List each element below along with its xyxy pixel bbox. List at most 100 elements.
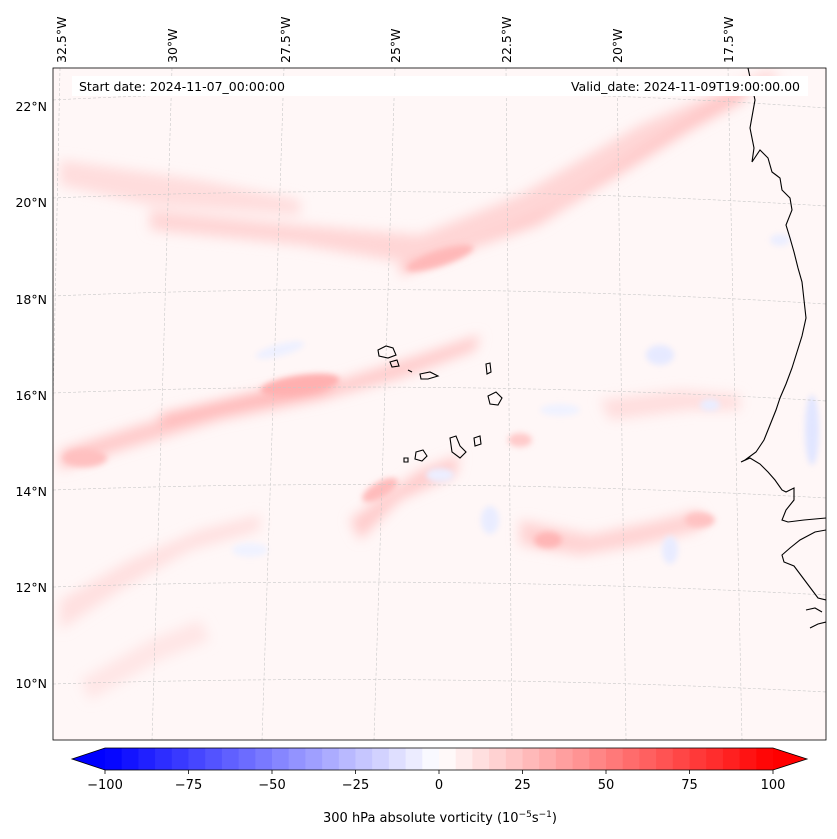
island-maio: [473, 435, 482, 447]
vorticity-negative-min-1: [646, 345, 674, 365]
colorbar-segment: [272, 748, 290, 770]
colorbar-segment: [572, 748, 590, 770]
vorticity-negative-min-7: [700, 399, 720, 411]
colorbar-segment: [105, 748, 123, 770]
vorticity-positive-max-3: [534, 532, 562, 548]
colorbar-segment: [188, 748, 206, 770]
colorbar-ticks: −100 −75 −50 −25 0 25 50 75 100: [87, 770, 785, 793]
colorbar-extend-max-arrow: [773, 748, 807, 770]
colorbar-segment: [322, 748, 340, 770]
vorticity-positive-max-2: [406, 244, 474, 272]
colorbar-segment: [505, 748, 524, 770]
vorticity-band-jet-north: [150, 70, 780, 265]
meridian-32.5W: [53, 68, 61, 419]
colorbar-segment: [722, 748, 741, 770]
colorbar-segment: [656, 748, 674, 770]
lat-label: 18°N: [15, 292, 47, 307]
island-brava: [403, 457, 409, 463]
colorbar-segment: [555, 748, 574, 770]
west-africa-coast: [740, 68, 826, 629]
longitude-labels: 32.5°W 30°W 27.5°W 25°W 22.5°W 20°W 17.5…: [54, 17, 736, 63]
vorticity-negative-min-8: [540, 404, 580, 416]
colorbar-tick-label: 75: [681, 778, 698, 793]
colorbar-title-end: ): [552, 811, 557, 826]
lat-label: 12°N: [15, 580, 47, 595]
vorticity-band-central: [60, 335, 480, 470]
island-sao-vicente: [389, 359, 400, 368]
meridian-27.5W: [261, 68, 285, 740]
island-santiago: [449, 435, 467, 459]
island-sao-nicolau: [419, 371, 440, 380]
island-boa-vista: [487, 391, 503, 406]
colorbar-segment: [472, 748, 490, 770]
colorbar-segment: [221, 748, 240, 770]
vorticity-band-east: [600, 390, 740, 420]
parallel-16N: [53, 386, 826, 402]
vorticity-negative-min-6: [255, 341, 305, 359]
colorbar-title-exp2: −1: [539, 810, 552, 820]
colorbar-segment: [639, 748, 657, 770]
parallel-20N: [53, 191, 826, 207]
info-header-box: [72, 76, 808, 96]
vorticity-band-northwest: [60, 160, 300, 215]
parallel-12N: [53, 581, 826, 596]
colorbar-title-exp1: −5: [519, 810, 532, 820]
vorticity-positive-max-1: [260, 373, 340, 397]
colorbar-tick-label: −50: [258, 778, 285, 793]
graticule: [53, 68, 826, 740]
colorbar-tick-label: −75: [175, 778, 202, 793]
vorticity-positive-max-6: [685, 512, 715, 528]
lon-label: 30°W: [165, 28, 180, 63]
island-santa-luzia: [407, 369, 413, 373]
colorbar: −100 −75 −50 −25 0 25 50 75 100 300 hPa absolute…: [70, 747, 809, 826]
colorbar-segment: [288, 748, 306, 770]
colorbar-extend-min-arrow: [72, 748, 105, 770]
lat-label: 14°N: [15, 484, 47, 499]
colorbar-tick-label: 50: [598, 778, 615, 793]
colorbar-title: 300 hPa absolute vorticity (10−5s−1): [323, 810, 557, 826]
vorticity-negative-min-10: [232, 543, 268, 557]
lon-label: 32.5°W: [54, 17, 69, 63]
lat-label: 20°N: [15, 195, 47, 210]
colorbar-segments: [105, 748, 774, 770]
coastlines: [377, 68, 826, 629]
colorbar-segment: [439, 748, 457, 770]
colorbar-segment: [689, 748, 707, 770]
colorbar-tick-label: −100: [87, 778, 123, 793]
valid-date-label: Valid_date: 2024-11-09T19:00:00.00: [571, 79, 800, 94]
vorticity-negative-min-9: [770, 234, 790, 246]
parallel-14N: [53, 484, 826, 499]
island-santo-antao: [377, 345, 397, 359]
lon-label: 17.5°W: [721, 17, 736, 63]
colorbar-segment: [388, 748, 407, 770]
vorticity-band-southwest: [60, 515, 260, 630]
lat-label: 10°N: [15, 676, 47, 691]
meridian-17.5W: [727, 68, 743, 740]
colorbar-segment: [606, 748, 624, 770]
lat-label: 22°N: [15, 99, 47, 114]
map-frame: [52, 67, 827, 741]
meridian-30W: [151, 68, 173, 740]
colorbar-segment: [138, 748, 156, 770]
colorbar-tick-label: −25: [342, 778, 369, 793]
colorbar-segment: [706, 748, 724, 770]
colorbar-segment: [305, 748, 323, 770]
vorticity-positive-max-7: [508, 433, 532, 447]
colorbar-title-main: 300 hPa absolute vorticity (10: [323, 811, 519, 826]
colorbar-segment: [522, 748, 540, 770]
meridian-25W: [373, 68, 396, 740]
vorticity-band-southwest-lower: [80, 620, 210, 700]
parallel-10N: [53, 679, 826, 693]
vorticity-field: [60, 70, 819, 700]
colorbar-segment: [355, 748, 373, 770]
start-date-label: Start date: 2024-11-07_00:00:00: [79, 79, 285, 94]
lon-label: 25°W: [388, 28, 403, 63]
colorbar-segment: [739, 748, 757, 770]
colorbar-segment: [539, 748, 557, 770]
lon-label: 20°W: [610, 28, 625, 63]
colorbar-segment: [622, 748, 640, 770]
colorbar-tick-label: 0: [435, 778, 443, 793]
vorticity-negative-min-5: [426, 468, 454, 482]
colorbar-segment: [121, 748, 139, 770]
